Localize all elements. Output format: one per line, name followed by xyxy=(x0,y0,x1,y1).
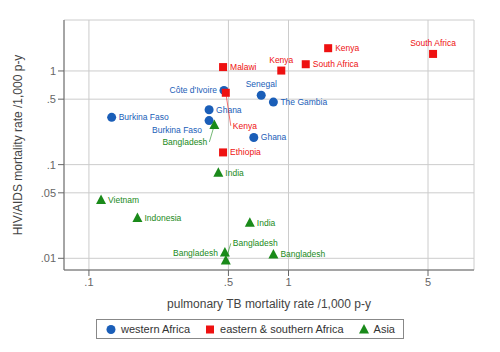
svg-text:Bangladesh: Bangladesh xyxy=(280,249,325,259)
svg-text:pulmonary TB mortality rate /1: pulmonary TB mortality rate /1,000 p-y xyxy=(167,297,371,311)
svg-text:.1: .1 xyxy=(84,276,93,288)
svg-text:South Africa: South Africa xyxy=(410,38,456,48)
svg-text:Indonesia: Indonesia xyxy=(144,213,181,223)
svg-text:Bangladesh: Bangladesh xyxy=(233,238,278,248)
svg-text:5: 5 xyxy=(425,276,431,288)
svg-text:1: 1 xyxy=(50,65,56,77)
svg-text:Ghana: Ghana xyxy=(216,104,242,115)
svg-text:Kenya: Kenya xyxy=(269,55,293,65)
svg-text:India: India xyxy=(257,218,276,228)
svg-text:Ghana: Ghana xyxy=(261,132,287,142)
html-text:eastern & southern Africa: eastern & southern Africa xyxy=(220,323,344,335)
svg-text:India: India xyxy=(225,168,244,178)
svg-text:Bangladesh: Bangladesh xyxy=(162,137,207,147)
svg-text:Kenya: Kenya xyxy=(233,121,257,131)
svg-text:Kenya: Kenya xyxy=(335,43,359,53)
html-text:western Africa: western Africa xyxy=(121,323,191,335)
svg-text:Burkina Faso: Burkina Faso xyxy=(152,125,202,135)
svg-text:Vietnam: Vietnam xyxy=(108,195,139,205)
svg-text:HIV/AIDS mortality rate /1,000: HIV/AIDS mortality rate /1,000 p-y xyxy=(11,55,25,236)
svg-text:.01: .01 xyxy=(41,252,56,264)
svg-text:Côte d'Ivoire: Côte d'Ivoire xyxy=(170,85,218,95)
svg-text:Senegal: Senegal xyxy=(246,79,277,89)
svg-text:.5: .5 xyxy=(224,276,233,288)
svg-text:Ethiopia: Ethiopia xyxy=(230,147,261,157)
svg-text:The Gambia: The Gambia xyxy=(280,97,327,107)
svg-text:Malawi: Malawi xyxy=(230,62,257,72)
svg-text:Burkina Faso: Burkina Faso xyxy=(119,112,169,122)
svg-text:Bangladesh: Bangladesh xyxy=(173,248,218,258)
svg-text:.5: .5 xyxy=(47,93,56,105)
svg-text:.05: .05 xyxy=(41,187,56,199)
svg-text:South Africa: South Africa xyxy=(313,59,359,69)
html-text:Asia: Asia xyxy=(373,323,395,335)
svg-text:.1: .1 xyxy=(47,159,56,171)
svg-text:1: 1 xyxy=(285,276,291,288)
